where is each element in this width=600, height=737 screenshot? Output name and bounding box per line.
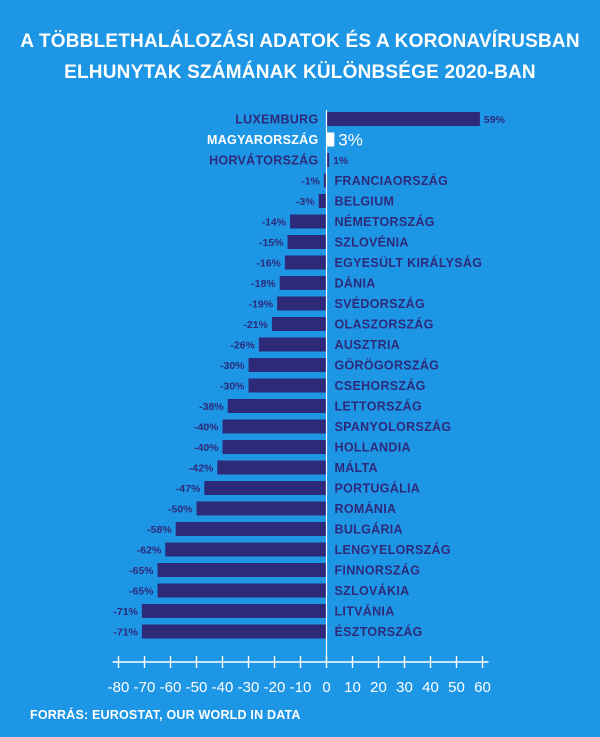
value-label: -15% bbox=[259, 237, 284, 249]
value-label: -21% bbox=[243, 319, 268, 331]
x-tick-label: -10 bbox=[290, 679, 312, 696]
category-label: HOLLANDIA bbox=[335, 441, 411, 455]
category-label: MÁLTA bbox=[335, 460, 378, 475]
source-note: FORRÁS: EUROSTAT, OUR WORLD IN DATA bbox=[30, 708, 301, 722]
bar bbox=[326, 132, 335, 147]
bar bbox=[287, 235, 327, 249]
value-label: -14% bbox=[262, 217, 287, 229]
title-line-1: A TÖBBLETHALÁLOZÁSI ADATOK ÉS A KORONAVÍ… bbox=[20, 31, 580, 52]
category-label: FINNORSZÁG bbox=[335, 563, 421, 578]
x-tick-label: 20 bbox=[370, 679, 387, 696]
category-label: EGYESÜLT KIRÁLYSÁG bbox=[335, 255, 483, 270]
value-label: -3% bbox=[296, 196, 315, 208]
value-label: -16% bbox=[256, 258, 281, 270]
bar bbox=[222, 440, 327, 454]
value-label: -62% bbox=[137, 545, 162, 557]
category-label: NÉMETORSZÁG bbox=[335, 214, 435, 229]
bar bbox=[279, 276, 327, 290]
value-label: 1% bbox=[333, 155, 349, 167]
bar bbox=[204, 481, 327, 495]
value-label: -18% bbox=[251, 278, 276, 290]
x-tick-label: 60 bbox=[474, 679, 491, 696]
category-label: DÁNIA bbox=[335, 276, 376, 291]
bar bbox=[323, 173, 327, 188]
bar bbox=[248, 358, 327, 372]
category-label: SZLOVÉNIA bbox=[335, 235, 409, 250]
value-label: -40% bbox=[194, 422, 219, 434]
category-label: AUSZTRIA bbox=[335, 338, 401, 352]
value-label: -30% bbox=[220, 360, 245, 372]
bar bbox=[284, 255, 327, 270]
bar bbox=[175, 522, 327, 536]
category-label: SZLOVÁKIA bbox=[335, 583, 410, 598]
x-tick-label: -30 bbox=[238, 679, 260, 696]
value-label: -30% bbox=[220, 381, 245, 393]
bar bbox=[196, 501, 327, 516]
x-tick-label: -80 bbox=[108, 679, 130, 696]
bar bbox=[326, 112, 480, 126]
category-label: CSEHORSZÁG bbox=[335, 378, 426, 393]
value-label: -71% bbox=[113, 606, 138, 618]
title-line-2: ELHUNYTAK SZÁMÁNAK KÜLÖNBSÉGE 2020-BAN bbox=[64, 62, 536, 83]
bar bbox=[271, 317, 327, 331]
x-tick-label: 50 bbox=[448, 679, 465, 696]
bar bbox=[227, 399, 327, 413]
bar bbox=[141, 604, 327, 618]
value-label: 3% bbox=[338, 131, 363, 150]
value-label: -1% bbox=[301, 176, 320, 188]
bar bbox=[326, 153, 330, 167]
value-label: -40% bbox=[194, 442, 219, 454]
value-label: -65% bbox=[129, 565, 154, 577]
bar bbox=[165, 542, 327, 557]
category-label: OLASZORSZÁG bbox=[335, 317, 434, 332]
value-label: -47% bbox=[176, 483, 201, 495]
bar bbox=[141, 624, 327, 639]
x-tick-label: -40 bbox=[212, 679, 234, 696]
category-label: ÉSZTORSZÁG bbox=[335, 624, 423, 639]
value-label: -65% bbox=[129, 586, 154, 598]
category-label: PORTUGÁLIA bbox=[335, 481, 421, 496]
bar bbox=[157, 563, 327, 577]
category-label: LUXEMBURG bbox=[235, 113, 318, 127]
bar bbox=[222, 419, 327, 434]
value-label: -19% bbox=[249, 299, 274, 311]
category-label: SVÉDORSZÁG bbox=[335, 296, 426, 311]
bar bbox=[318, 194, 327, 208]
x-tick-label: 40 bbox=[422, 679, 439, 696]
value-label: -71% bbox=[113, 627, 138, 639]
x-tick-label: 10 bbox=[344, 679, 361, 696]
category-label: ROMÁNIA bbox=[335, 501, 397, 516]
bar bbox=[290, 214, 327, 229]
value-label: -58% bbox=[147, 524, 172, 536]
x-tick-label: -70 bbox=[134, 679, 156, 696]
x-tick-label: 30 bbox=[396, 679, 413, 696]
category-label: FRANCIAORSZÁG bbox=[335, 173, 449, 188]
category-label: BELGIUM bbox=[335, 195, 395, 209]
bar bbox=[248, 378, 327, 393]
category-label: HORVÁTORSZÁG bbox=[209, 153, 318, 168]
category-label: GÖRÖGORSZÁG bbox=[335, 358, 440, 373]
chart-title: A TÖBBLETHALÁLOZÁSI ADATOK ÉS A KORONAVÍ… bbox=[0, 26, 600, 88]
category-label: LITVÁNIA bbox=[335, 604, 395, 619]
value-label: -42% bbox=[189, 463, 214, 475]
category-label: LETTORSZÁG bbox=[335, 399, 423, 414]
bar bbox=[277, 296, 327, 311]
bar bbox=[217, 460, 327, 475]
value-label: -38% bbox=[199, 401, 224, 413]
x-tick-label: 0 bbox=[322, 679, 330, 696]
category-label: LENGYELORSZÁG bbox=[335, 542, 451, 557]
value-label: -26% bbox=[230, 340, 255, 352]
category-label: BULGÁRIA bbox=[335, 522, 403, 537]
category-label: SPANYOLORSZÁG bbox=[335, 419, 452, 434]
category-label: MAGYARORSZÁG bbox=[207, 132, 318, 147]
bar bbox=[258, 337, 327, 352]
x-tick-label: -60 bbox=[160, 679, 182, 696]
value-label: 59% bbox=[484, 114, 506, 126]
x-tick-label: -20 bbox=[264, 679, 286, 696]
x-tick-label: -50 bbox=[186, 679, 208, 696]
value-label: -50% bbox=[168, 504, 193, 516]
bar bbox=[157, 583, 327, 598]
